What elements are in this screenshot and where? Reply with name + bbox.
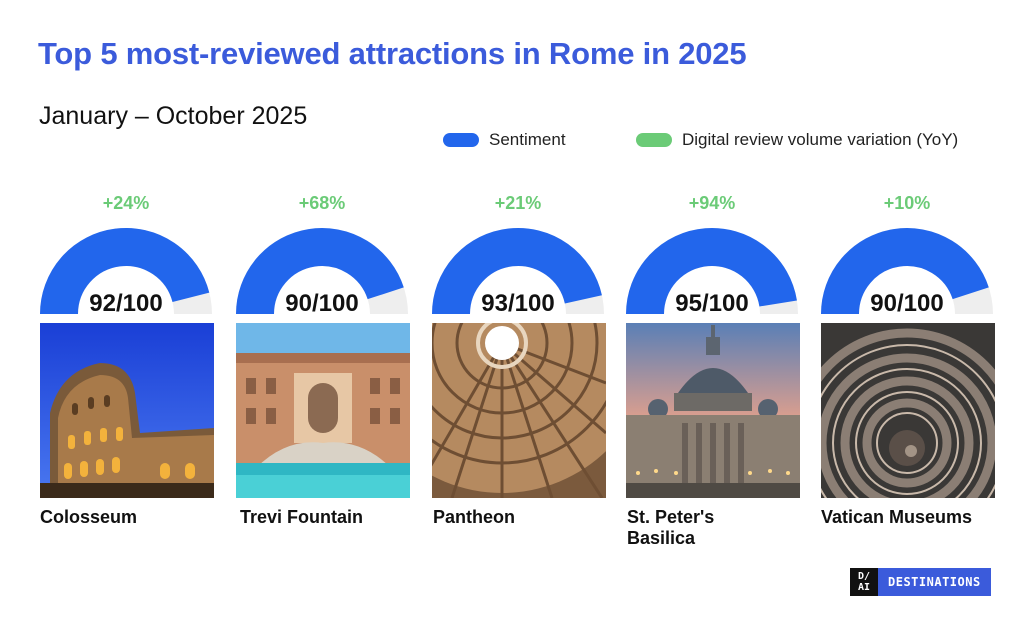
attraction-name-pantheon: Pantheon (433, 507, 613, 528)
attraction-name-trevi-fountain: Trevi Fountain (240, 507, 420, 528)
page-title: Top 5 most-reviewed attractions in Rome … (38, 36, 747, 71)
volume-label-vatican-museums: +10% (884, 193, 931, 213)
sentiment-label-st-peters-basilica: 95/100 (675, 290, 748, 317)
volume-label-st-peters-basilica: +94% (689, 193, 736, 213)
brand-mark-bottom: AI (857, 582, 871, 593)
photo-pantheon (432, 323, 606, 498)
photo-trevi-fountain (236, 323, 410, 498)
photo-vatican-museums (821, 323, 995, 498)
gauge-arc-pantheon (432, 228, 602, 315)
attraction-name-line: Basilica (627, 528, 696, 548)
photo-st-peters-basilica (626, 323, 800, 498)
attraction-name-line: Vatican Museums (821, 507, 973, 527)
legend-item-volume: Digital review volume variation (YoY) (636, 128, 958, 152)
attraction-name-line: Colosseum (40, 507, 138, 527)
legend-label-volume: Digital review volume variation (YoY) (682, 130, 959, 149)
legend: Sentiment Digital review volume variatio… (443, 128, 1013, 152)
sentiment-label-colosseum: 92/100 (89, 290, 162, 317)
gauge-arc-trevi-fountain (236, 228, 404, 315)
legend-swatch-volume (636, 133, 672, 147)
photo-colosseum (40, 323, 214, 498)
gauge-arc-st-peters-basilica (626, 227, 797, 315)
volume-label-colosseum: +24% (103, 193, 150, 213)
attraction-name-line: Pantheon (433, 507, 516, 527)
attraction-name-colosseum: Colosseum (40, 507, 220, 528)
brand-text: DESTINATIONS (878, 568, 991, 596)
legend-label-sentiment: Sentiment (489, 130, 566, 149)
gauge-arc-vatican-museums (821, 228, 989, 315)
brand-mark: D/ AI (850, 568, 878, 596)
volume-label-trevi-fountain: +68% (299, 193, 346, 213)
sentiment-label-pantheon: 93/100 (481, 290, 554, 317)
legend-item-sentiment: Sentiment (443, 128, 566, 152)
sentiment-label-trevi-fountain: 90/100 (285, 290, 358, 317)
sentiment-label-vatican-museums: 90/100 (870, 290, 943, 317)
brand-mark-top: D/ (857, 571, 871, 582)
brand-logo: D/ AI DESTINATIONS (850, 568, 991, 596)
attraction-name-line: Trevi Fountain (240, 507, 364, 527)
gauge-arc-colosseum (40, 228, 210, 315)
attraction-name-vatican-museums: Vatican Museums (821, 507, 1001, 528)
legend-swatch-sentiment (443, 133, 479, 147)
attraction-name-line: St. Peter's (627, 507, 715, 527)
page-subtitle: January – October 2025 (39, 102, 308, 130)
attraction-name-st-peters-basilica: St. Peter's Basilica (627, 507, 807, 549)
volume-label-pantheon: +21% (495, 193, 542, 213)
